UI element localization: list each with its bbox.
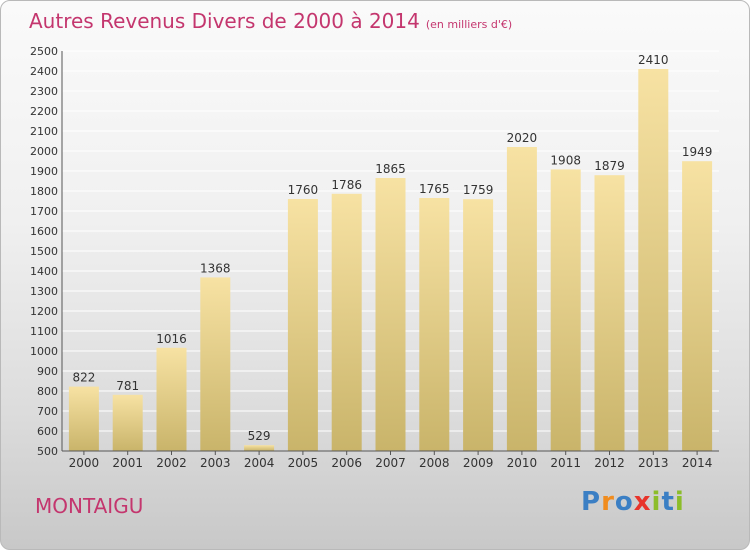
y-tick-label: 500 — [37, 445, 58, 458]
data-label-2009: 1759 — [463, 183, 494, 197]
x-tick-label-2007: 2007 — [375, 456, 406, 470]
bar-2006 — [331, 193, 362, 452]
bar-2001 — [112, 394, 143, 451]
data-label-2002: 1016 — [156, 332, 187, 346]
x-tick-label-2001: 2001 — [112, 456, 143, 470]
chart-title-text: Autres Revenus Divers de 2000 à 2014 — [29, 9, 420, 33]
x-tick-label-2014: 2014 — [682, 456, 713, 470]
proxiti-logo: Proxiti — [581, 487, 685, 517]
y-tick-label: 2000 — [30, 145, 58, 158]
x-tick-label-2006: 2006 — [331, 456, 362, 470]
bar-2008 — [419, 198, 450, 451]
y-tick-label: 1800 — [30, 185, 58, 198]
bar-2013 — [638, 69, 669, 451]
x-tick-label-2003: 2003 — [200, 456, 231, 470]
y-tick-label: 900 — [37, 365, 58, 378]
data-label-2007: 1865 — [375, 162, 406, 176]
y-tick-label: 600 — [37, 425, 58, 438]
data-label-2013: 2410 — [638, 53, 669, 67]
chart-unit: (en milliers d'€) — [425, 18, 513, 31]
y-tick-label: 1600 — [30, 225, 58, 238]
data-label-2010: 2020 — [507, 131, 538, 145]
y-tick-label: 2500 — [30, 45, 58, 58]
y-tick-label: 1400 — [30, 265, 58, 278]
logo-letter: i — [651, 487, 662, 517]
x-tick-label-2005: 2005 — [288, 456, 319, 470]
bar-2010 — [506, 147, 537, 451]
data-label-2000: 822 — [72, 371, 95, 385]
x-tick-label-2009: 2009 — [463, 456, 494, 470]
bar-2009 — [463, 199, 494, 451]
data-label-2005: 1760 — [288, 183, 319, 197]
data-label-2008: 1765 — [419, 182, 450, 196]
x-tick-label-2010: 2010 — [507, 456, 538, 470]
axes: 500 600 700 800 900 1000 1100 1200 1300 1400 1500 1… — [30, 45, 719, 470]
bar-2004 — [244, 445, 275, 451]
x-tick-label-2002: 2002 — [156, 456, 187, 470]
data-label-2012: 1879 — [594, 159, 625, 173]
x-tick-label-2000: 2000 — [69, 456, 100, 470]
bars — [68, 69, 713, 452]
x-tick-label-2013: 2013 — [638, 456, 669, 470]
bar-2011 — [550, 169, 581, 451]
bar-2014 — [682, 161, 713, 451]
y-tick-label: 2400 — [30, 65, 58, 78]
bar-2005 — [287, 199, 318, 451]
logo-letter: o — [614, 487, 634, 517]
data-label-2011: 1908 — [550, 153, 581, 167]
x-tick-label-2012: 2012 — [594, 456, 625, 470]
data-labels: 822 781 1016 1368 529 1760 1786 1865 1765 1759 202… — [72, 53, 712, 443]
bar-2007 — [375, 178, 406, 451]
bar-2002 — [156, 347, 187, 451]
y-tick-label: 1000 — [30, 345, 58, 358]
y-tick-label: 700 — [37, 405, 58, 418]
commune-name: MONTAIGU — [35, 494, 144, 518]
y-tick-label: 1300 — [30, 285, 58, 298]
y-tick-label: 1700 — [30, 205, 58, 218]
data-label-2014: 1949 — [682, 145, 713, 159]
chart-title: Autres Revenus Divers de 2000 à 2014 (en … — [29, 9, 512, 33]
data-label-2006: 1786 — [331, 178, 362, 192]
bar-2000 — [68, 386, 99, 451]
logo-letter: x — [633, 487, 652, 517]
y-tick-label: 1100 — [30, 325, 58, 338]
y-tick-label: 1200 — [30, 305, 58, 318]
logo-letter: t — [661, 487, 675, 517]
y-tick-label: 2200 — [30, 105, 58, 118]
x-tick-label-2011: 2011 — [550, 456, 581, 470]
y-tick-label: 2100 — [30, 125, 58, 138]
x-tick-label-2008: 2008 — [419, 456, 450, 470]
y-tick-label: 1900 — [30, 165, 58, 178]
logo-letter: r — [601, 487, 615, 517]
logo-letter: i — [674, 487, 685, 517]
y-tick-label: 800 — [37, 385, 58, 398]
y-tick-label: 1500 — [30, 245, 58, 258]
x-tick-label-2004: 2004 — [244, 456, 275, 470]
logo-letter: P — [581, 487, 602, 517]
bar-2012 — [594, 175, 625, 451]
data-label-2001: 781 — [116, 379, 139, 393]
data-label-2003: 1368 — [200, 261, 231, 275]
bar-2003 — [200, 277, 231, 451]
y-tick-label: 2300 — [30, 85, 58, 98]
data-label-2004: 529 — [248, 429, 271, 443]
